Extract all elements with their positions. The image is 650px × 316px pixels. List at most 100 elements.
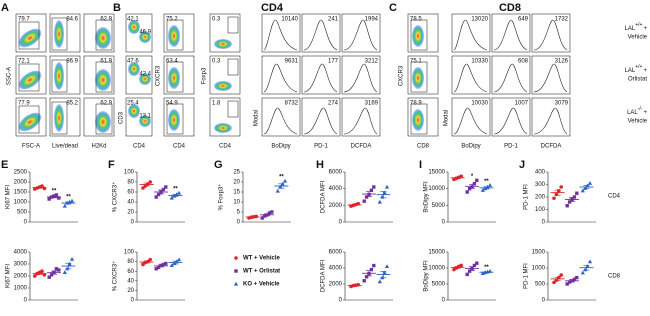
data-point [362, 279, 366, 283]
flow-plot [341, 97, 381, 137]
axis-label: Ki67 MFI [6, 185, 12, 209]
axis-label: SSC-A [7, 67, 13, 85]
error-bar [469, 266, 475, 271]
gate [410, 61, 428, 93]
data-point [480, 188, 485, 192]
row-plus: + [643, 68, 647, 74]
legend-label: WT + Vehicle [243, 256, 281, 262]
y-tick-label: 60 [127, 190, 134, 196]
histogram [343, 63, 378, 93]
data-point [475, 261, 479, 265]
y-tick-label: 0 [339, 220, 343, 226]
histogram [493, 63, 528, 93]
cell-density [95, 111, 111, 133]
error-bar [65, 262, 72, 270]
y-tick-label: 0 [24, 298, 28, 304]
data-point [47, 275, 51, 279]
gate [227, 58, 239, 76]
data-point [69, 257, 75, 261]
mfi-value: 241 [328, 17, 339, 23]
gate-value: 62.9 [100, 17, 112, 23]
y-tick-label: 1500 [14, 190, 28, 196]
y-tick-label: 0 [131, 220, 135, 226]
data-point [575, 275, 579, 280]
y-tick-label: 300 [535, 182, 546, 188]
gate [166, 61, 184, 93]
y-tick-label: 200 [535, 195, 546, 201]
y-tick-label: 20 [233, 180, 240, 186]
panel-letter: C [389, 2, 397, 14]
row-label: CD8 [608, 274, 621, 280]
axis-label: PD-1 [504, 144, 518, 150]
error-bar [454, 266, 461, 269]
flow-plot [491, 13, 531, 53]
mfi-value: 1007 [515, 101, 529, 107]
data-point [565, 204, 569, 208]
gate-value: 42.1 [127, 17, 139, 23]
gate [95, 103, 113, 135]
panel-letter: A [1, 2, 9, 14]
cell-density [168, 25, 180, 47]
data-point [154, 195, 158, 199]
data-point [164, 185, 168, 189]
histogram [263, 63, 298, 93]
gate [51, 59, 68, 93]
cell-density [412, 109, 424, 131]
significance: ** [484, 179, 489, 185]
y-tick-label: 100 [124, 250, 135, 256]
y-tick-label: 4000 [329, 186, 343, 192]
cell-density [128, 104, 140, 118]
gate-value: 75.1 [410, 59, 422, 65]
axis-label: % CXCR3⁺ [112, 182, 119, 213]
panel-letter: F [108, 159, 115, 171]
axis-label: DCFDA MFI [321, 181, 327, 214]
data-point [156, 192, 161, 197]
mfi-value: 1732 [555, 17, 569, 23]
gate-value: 79.7 [18, 17, 30, 23]
gate-value: 62.9 [100, 101, 112, 107]
mfi-value: 3079 [555, 101, 569, 107]
axis-label: PD-1 MFI [524, 263, 530, 289]
y-tick-label: 0 [339, 298, 343, 304]
data-point [47, 197, 51, 201]
data-point [369, 267, 374, 272]
error-bar [569, 197, 575, 202]
axis-label: % CXCR3⁺ [112, 261, 119, 292]
axis-label: DCFDA [351, 144, 372, 150]
error-bar [278, 183, 285, 189]
data-point [567, 200, 572, 204]
data-point [169, 263, 174, 268]
row-plus: + [643, 26, 647, 32]
data-point [552, 196, 556, 201]
y-tick-label: 2000 [14, 274, 28, 280]
axis-label: Modal [254, 110, 260, 126]
data-point [156, 265, 161, 270]
data-point [467, 269, 472, 273]
y-tick-label: 0 [442, 220, 446, 226]
histogram [453, 19, 488, 51]
gate-value: 47.6 [127, 59, 139, 65]
row-genotype: -/- [638, 106, 643, 112]
data-point [169, 195, 174, 200]
panel-letter: G [214, 159, 223, 171]
cell-density [54, 20, 64, 48]
y-tick-label: 0 [131, 298, 135, 304]
gate-value: 75.2 [166, 17, 178, 23]
mfi-value: 3212 [365, 59, 379, 65]
y-tick-label: 500 [17, 210, 28, 216]
data-point [54, 267, 59, 271]
data-point [40, 269, 44, 274]
mfi-value: 9631 [285, 59, 299, 65]
data-point [572, 277, 577, 281]
histogram [303, 63, 338, 93]
gate [227, 16, 239, 34]
data-point [377, 279, 382, 284]
gate-value: 0.3 [212, 17, 221, 23]
flow-plot [301, 55, 341, 95]
mfi-value: 10030 [471, 101, 488, 107]
cell-density [54, 104, 64, 132]
data-point [580, 188, 585, 193]
cell-density [18, 70, 42, 90]
data-point [148, 257, 152, 262]
legend-label: WT + Orlistat [243, 269, 280, 275]
